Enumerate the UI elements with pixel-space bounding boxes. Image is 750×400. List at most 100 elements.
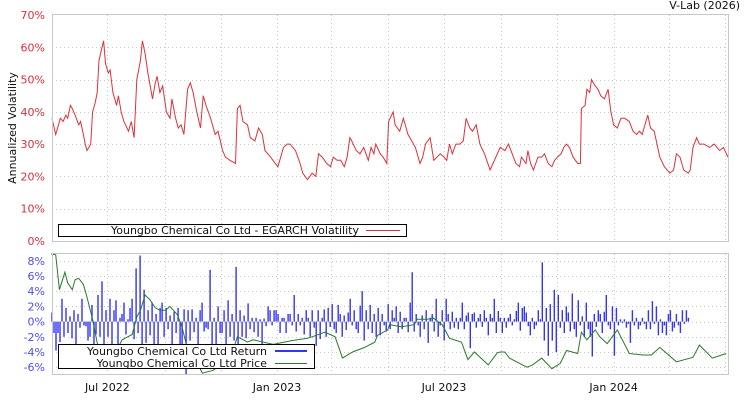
- return-bar: [509, 314, 511, 322]
- return-bar: [195, 317, 197, 322]
- return-bar: [617, 321, 620, 326]
- return-bar: [329, 321, 331, 327]
- return-bar: [519, 321, 521, 331]
- return-bar: [513, 319, 515, 322]
- return-bar: [435, 298, 437, 322]
- return-bar: [657, 321, 660, 336]
- return-bar: [343, 315, 345, 322]
- return-bar: [391, 310, 393, 322]
- return-bar: [555, 321, 557, 352]
- y-tick-label: 40%: [21, 106, 45, 119]
- return-bar: [543, 321, 545, 341]
- return-bar: [633, 321, 636, 326]
- return-bar: [553, 289, 555, 322]
- return-bar: [573, 321, 575, 330]
- return-bar: [273, 310, 275, 322]
- return-bar: [239, 310, 241, 322]
- return-bar: [491, 317, 493, 322]
- return-bar: [175, 321, 177, 333]
- return-bar: [73, 310, 75, 322]
- return-bar: [81, 298, 83, 322]
- y-tick-label: 10%: [21, 203, 45, 216]
- return-bar: [615, 307, 618, 322]
- return-bar: [297, 314, 299, 322]
- return-bar: [269, 310, 271, 322]
- return-bar: [415, 314, 417, 322]
- return-bar: [257, 321, 259, 337]
- return-bar: [259, 319, 261, 322]
- return-bar: [95, 321, 97, 335]
- return-bar: [301, 317, 303, 322]
- return-bar: [161, 302, 163, 322]
- return-bar: [527, 321, 529, 327]
- return-bar: [217, 306, 219, 322]
- return-bar: [467, 312, 469, 322]
- return-bar: [347, 312, 349, 322]
- return-bar: [421, 315, 423, 322]
- return-bar: [219, 321, 221, 333]
- return-bar: [661, 321, 664, 333]
- return-bar: [481, 321, 483, 327]
- return-bar: [227, 300, 229, 322]
- return-bar: [457, 321, 459, 330]
- return-bar: [637, 321, 640, 330]
- return-bar: [249, 321, 251, 330]
- return-bar: [459, 317, 461, 322]
- return-bar: [55, 321, 57, 351]
- return-bar: [283, 317, 285, 322]
- return-bar: [201, 302, 203, 322]
- return-bar: [277, 314, 279, 322]
- return-bar: [319, 321, 321, 340]
- return-bar: [281, 317, 283, 322]
- return-bar: [85, 321, 87, 327]
- return-bar: [545, 307, 547, 322]
- return-bar: [91, 304, 93, 322]
- return-bar: [425, 310, 427, 322]
- return-bar: [497, 311, 499, 322]
- return-bar: [191, 309, 193, 322]
- return-bar: [307, 317, 309, 322]
- y-tick-label: 2%: [28, 300, 45, 313]
- return-bar: [203, 321, 205, 332]
- return-bar: [521, 307, 523, 322]
- return-bar: [299, 321, 301, 326]
- return-bar: [139, 255, 141, 322]
- return-bar: [507, 317, 509, 322]
- return-bar: [53, 321, 55, 333]
- return-bar: [683, 321, 686, 324]
- y-tick-label: 6%: [28, 270, 45, 283]
- return-bar: [577, 300, 579, 322]
- return-bar: [353, 310, 355, 322]
- x-tick-label: Jan 2024: [588, 381, 637, 394]
- return-bar: [503, 317, 505, 322]
- return-bar: [635, 317, 638, 322]
- return-bar: [651, 301, 654, 322]
- return-bar: [535, 321, 537, 326]
- return-bar: [213, 317, 215, 322]
- return-bar: [261, 321, 263, 345]
- return-bar: [221, 321, 223, 333]
- return-bar: [645, 321, 648, 330]
- return-bar: [263, 318, 265, 322]
- watermark: V-Lab (2026): [669, 0, 740, 12]
- y-tick-label: -4%: [24, 346, 45, 359]
- return-bar: [143, 289, 145, 322]
- return-bar: [569, 321, 571, 332]
- return-bar: [517, 302, 519, 322]
- top-y-ticks: 0% 10% 20% 30% 40% 50% 60% 70%: [21, 9, 45, 248]
- y-tick-label: 20%: [21, 170, 45, 183]
- return-bar: [137, 321, 139, 333]
- y-tick-label: 0%: [28, 316, 45, 329]
- return-bar: [59, 321, 61, 343]
- return-bar: [641, 317, 644, 322]
- return-bar: [131, 298, 133, 322]
- return-bar: [89, 321, 91, 337]
- return-bar: [427, 321, 429, 343]
- return-bar: [389, 321, 391, 330]
- y-axis-label: Annualized Volatility: [6, 72, 19, 184]
- x-tick-label: Jan 2023: [252, 381, 301, 394]
- bottom-plot-frame: [52, 253, 729, 375]
- return-bar: [447, 314, 449, 322]
- return-bar: [241, 321, 243, 337]
- return-bar: [209, 269, 211, 322]
